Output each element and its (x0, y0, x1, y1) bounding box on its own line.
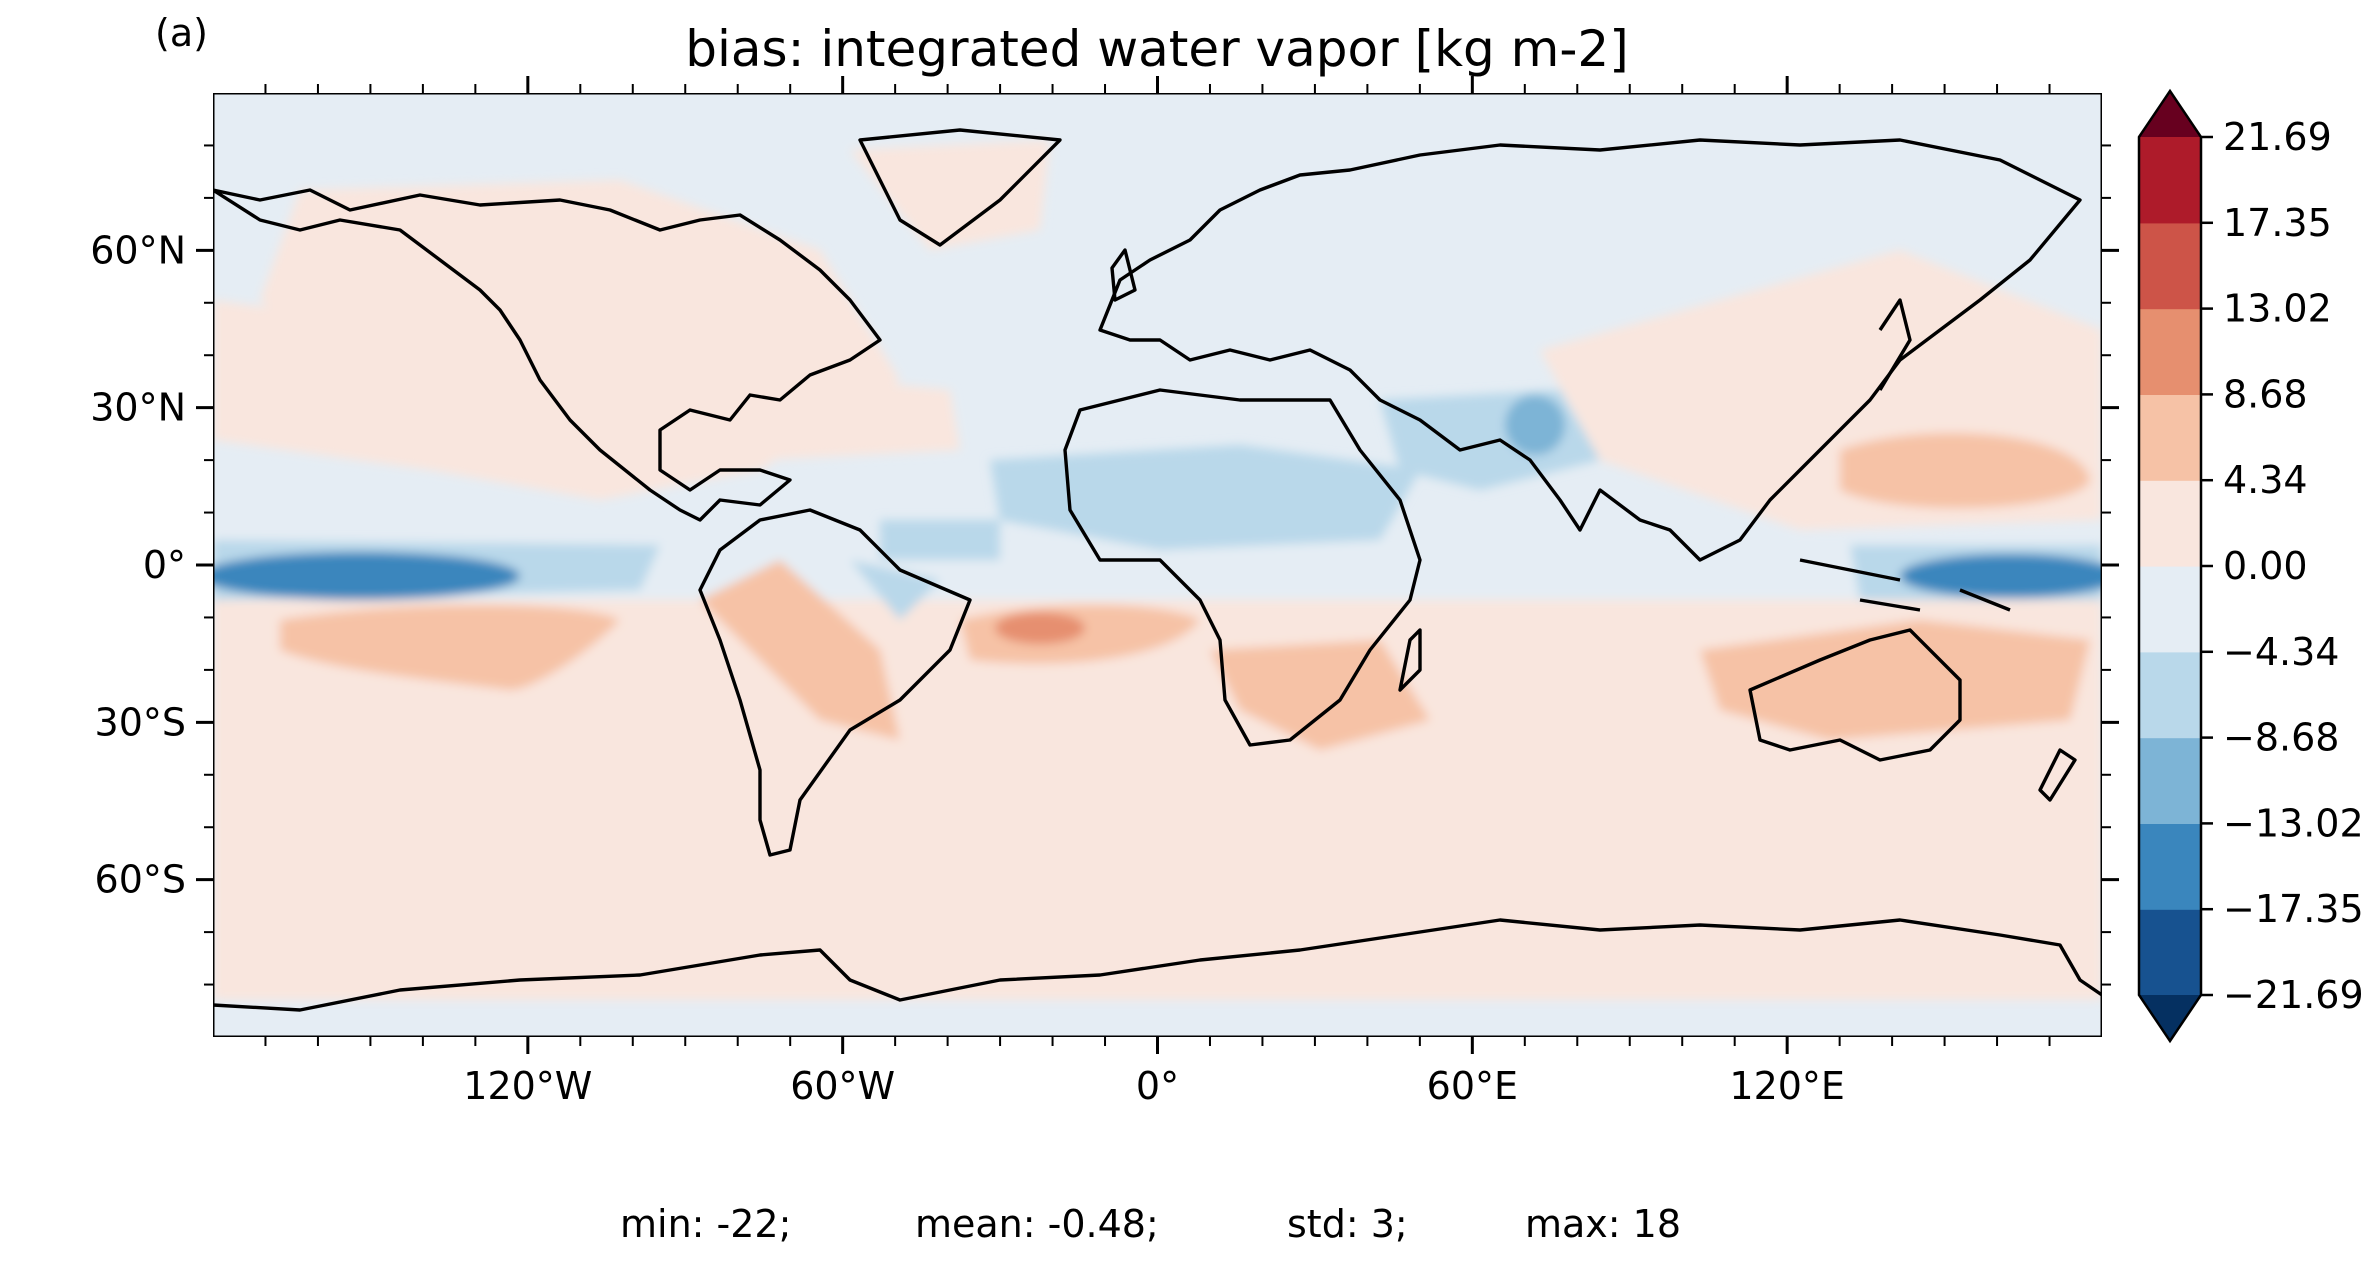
lon-tick-label: 60°W (790, 1064, 895, 1108)
lat-tick-label: 30°N (90, 386, 186, 430)
coastline-australia (1748, 628, 1962, 762)
lon-tick-label: 120°W (463, 1064, 592, 1108)
map-panel (213, 93, 2102, 1037)
stat-mean: mean: -0.48; (915, 1202, 1159, 1246)
lat-tick-label: 30°S (95, 700, 186, 744)
coastline-indonesia (1799, 558, 2011, 612)
lat-tick-label: 60°N (90, 228, 186, 272)
coastline-eurasia (1098, 138, 2082, 562)
bias-sahel (990, 445, 1420, 550)
coastline-north-america (213, 188, 882, 522)
map-ticks: 120°W 60°W 0° 60°E 120°E 60°N 30°N 0° 30°S 60°S (90, 76, 2119, 1108)
lon-tick-label: 0° (1136, 1064, 1179, 1108)
colorbar-segment (2139, 909, 2201, 996)
colorbar-tick-label: 8.68 (2223, 372, 2308, 416)
colorbar-extend-min (2139, 995, 2201, 1041)
coastline-uk (1110, 248, 1137, 302)
chart-title: bias: integrated water vapor [kg m-2] (685, 20, 1628, 78)
stat-max: max: 18 (1525, 1202, 1681, 1246)
coastline-antarctica (213, 918, 2102, 1012)
stat-std: std: 3; (1287, 1202, 1408, 1246)
bias-greenland (850, 140, 1050, 250)
bias-tropical-atlantic (880, 520, 1000, 560)
colorbar-tick-label: 13.02 (2223, 287, 2332, 331)
bias-s-atlantic-core (995, 612, 1085, 644)
colorbar-tick-label: −17.35 (2223, 887, 2362, 931)
colorbar-extend-max (2139, 91, 2201, 137)
panel-label: (a) (155, 11, 208, 55)
bias-south-america (700, 560, 900, 740)
colorbar-segment (2139, 651, 2201, 739)
coastline-madagascar (1398, 628, 1422, 692)
colorbar: 21.69 17.35 13.02 8.68 4.34 0.00 −4.34 −8.68 −13… (2137, 88, 2362, 1044)
bias-pacific-core-east (1900, 554, 2102, 598)
bias-himalaya-core (1505, 395, 1565, 455)
colorbar-segment (2139, 308, 2201, 395)
coastline-new-zealand (2038, 748, 2077, 802)
coastline-greenland (858, 128, 1062, 247)
coastlines (213, 128, 2102, 1012)
lat-tick-label: 60°S (95, 858, 186, 902)
coastline-south-america (698, 508, 972, 857)
colorbar-segment (2139, 222, 2201, 310)
colorbar-tick-label: −13.02 (2223, 801, 2362, 845)
colorbar-tick-label: 21.69 (2223, 115, 2332, 159)
colorbar-segment (2139, 737, 2201, 824)
colorbar-segment (2139, 823, 2201, 910)
lat-tick-label: 0° (143, 543, 186, 587)
colorbar-tick-label: −21.69 (2223, 973, 2362, 1017)
stat-min: min: -22; (620, 1202, 791, 1246)
bias-north-pacific (213, 300, 560, 470)
colorbar-tick-label: −4.34 (2223, 630, 2339, 674)
colorbar-segment (2139, 137, 2201, 224)
lon-tick-label: 120°E (1729, 1064, 1845, 1108)
bias-australia (1700, 620, 2090, 740)
bias-se-pacific (280, 605, 620, 690)
lon-tick-label: 60°E (1427, 1064, 1518, 1108)
bias-north-atlantic (740, 370, 960, 460)
bias-field (213, 140, 2102, 1000)
bias-west-atlantic-neg (850, 560, 940, 620)
colorbar-tick-label: −8.68 (2223, 716, 2339, 760)
colorbar-tick-label: 17.35 (2223, 201, 2332, 245)
bias-pacific-core-west (213, 552, 520, 600)
stats-line: min: -22; mean: -0.48; std: 3; max: 18 (620, 1202, 1681, 1246)
colorbar-segment (2139, 566, 2201, 653)
colorbar-segment (2139, 394, 2201, 481)
colorbar-segment (2139, 480, 2201, 567)
colorbar-tick-label: 0.00 (2223, 544, 2308, 588)
bias-southern-africa (1210, 640, 1430, 750)
coastline-africa (1063, 388, 1422, 747)
colorbar-tick-label: 4.34 (2223, 458, 2308, 502)
coastline-japan (1878, 298, 1912, 391)
bias-west-pacific (1840, 433, 2090, 509)
